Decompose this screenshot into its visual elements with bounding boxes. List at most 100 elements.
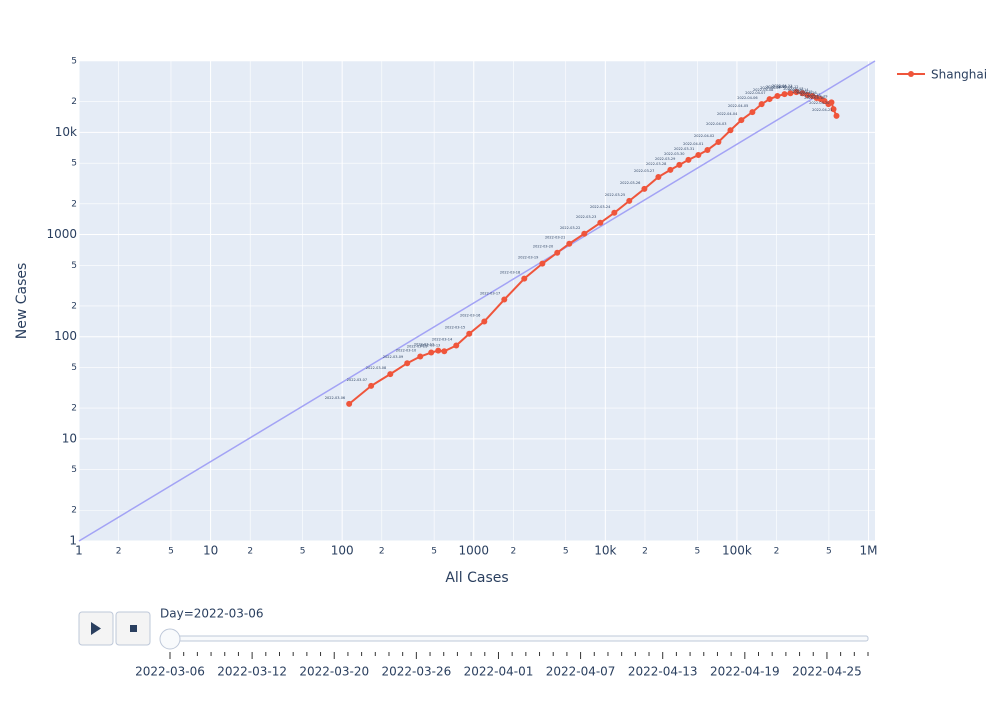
point-label: 2022-03-20 — [533, 245, 553, 249]
slider-ticks: 2022-03-06 2022-03-12 2022-03-20 2022-03-26… — [135, 652, 869, 679]
data-point — [453, 342, 460, 349]
x-tick-label: 5 — [694, 547, 700, 557]
data-point — [404, 360, 411, 367]
data-point — [655, 173, 662, 180]
y-tick-label: 100 — [54, 329, 77, 343]
y-tick-label: 5 — [71, 261, 77, 271]
x-tick-label: 5 — [300, 547, 306, 557]
point-label: 2022-04-10 — [766, 85, 786, 89]
data-point — [715, 138, 722, 145]
point-label: 2022-04-17 — [800, 93, 820, 97]
x-tick-label: 5 — [168, 547, 174, 557]
x-tick-label: 1M — [860, 544, 878, 558]
stop-icon — [130, 625, 137, 632]
x-tick-label: 2 — [642, 547, 648, 557]
data-point — [793, 89, 800, 96]
slider-tick-label: 2022-04-25 — [792, 665, 862, 679]
point-label: 2022-03-12 — [414, 343, 434, 347]
marks: 2022-03-06 2022-03-07 2022-03-08 2022-03-09… — [78, 60, 876, 542]
data-point — [641, 185, 648, 192]
point-label: 2022-03-29 — [655, 157, 675, 161]
point-label: 2022-04-13 — [783, 87, 803, 91]
slider-track[interactable] — [167, 635, 869, 642]
legend-marker — [908, 71, 914, 77]
point-label: 2022-03-21 — [545, 236, 565, 240]
point-label: 2022-03-26 — [620, 181, 640, 185]
point-label: 2022-04-07 — [745, 91, 765, 95]
y-tick-label: 2 — [71, 404, 77, 414]
legend-label[interactable]: Shanghai — [931, 68, 987, 82]
slider-handle[interactable] — [159, 628, 181, 650]
x-tick-label: 5 — [431, 547, 437, 557]
x-tick-label: 5 — [826, 547, 832, 557]
data-point — [667, 166, 674, 173]
point-label: 2022-03-15 — [445, 326, 465, 330]
x-tick-label: 1 — [75, 544, 83, 558]
point-label: 2022-03-27 — [634, 169, 654, 173]
slider-tick-label: 2022-04-13 — [628, 665, 698, 679]
data-point — [581, 230, 588, 237]
reference-line — [78, 60, 876, 542]
data-point — [466, 330, 473, 337]
slider-tick-label: 2022-04-07 — [546, 665, 616, 679]
y-tick-label: 1 — [69, 534, 77, 548]
slider-tick-label: 2022-03-06 — [135, 665, 205, 679]
data-point — [626, 197, 633, 204]
point-label: 2022-04-01 — [683, 142, 703, 146]
data-point — [346, 400, 353, 407]
point-label: 2022-03-10 — [396, 348, 416, 352]
slider-tick-label: 2022-04-01 — [464, 665, 534, 679]
x-tick-label: 2 — [511, 547, 517, 557]
data-point — [387, 371, 394, 378]
point-label: 2022-04-20 — [809, 101, 829, 105]
point-label: 2022-03-25 — [605, 193, 625, 197]
data-point — [521, 275, 528, 282]
point-label: 2022-04-02 — [694, 134, 714, 138]
x-tick-label: 100 — [331, 544, 354, 558]
data-point — [435, 347, 442, 354]
y-tick-label: 5 — [71, 57, 77, 67]
y-tick-label: 2 — [71, 301, 77, 311]
data-point — [539, 260, 546, 267]
point-label: 2022-03-07 — [347, 378, 367, 382]
point-label: 2022-04-21 — [812, 108, 832, 112]
x-tick-label: 2 — [379, 547, 385, 557]
y-tick-label: 2 — [71, 506, 77, 516]
point-label: 2022-03-23 — [576, 215, 596, 219]
data-point — [704, 146, 711, 153]
point-label: 2022-03-19 — [518, 256, 538, 260]
data-point — [781, 91, 788, 98]
data-point — [481, 318, 488, 325]
data-point — [501, 296, 508, 303]
y-axis-title: New Cases — [14, 263, 30, 340]
y-tick-label: 2 — [71, 97, 77, 107]
point-label: 2022-04-05 — [728, 104, 748, 108]
point-label: 2022-03-24 — [590, 205, 611, 209]
point-label: 2022-04-11 — [772, 84, 792, 88]
y-tick-label: 1000 — [46, 227, 77, 241]
y-tick-label: 10 — [62, 431, 77, 445]
point-label: 2022-03-18 — [500, 271, 520, 275]
point-label: 2022-03-31 — [674, 147, 694, 151]
point-label: 2022-04-16 — [796, 91, 816, 95]
stop-button[interactable] — [115, 611, 151, 646]
point-label: 2022-03-11 — [407, 345, 427, 349]
point-label: 2022-03-13 — [420, 343, 440, 347]
data-point — [676, 161, 683, 168]
x-axis-title: All Cases — [445, 570, 508, 586]
data-point — [554, 249, 561, 256]
point-label: 2022-03-14 — [432, 338, 453, 342]
y-tick-label: 10k — [55, 125, 77, 139]
data-point — [766, 96, 773, 103]
point-label: 2022-03-30 — [664, 152, 684, 156]
point-label: 2022-04-09 — [760, 86, 780, 90]
data-point — [833, 112, 840, 119]
point-label: 2022-04-15 — [792, 90, 812, 94]
data-point — [799, 90, 806, 97]
x-tick-label: 2 — [774, 547, 780, 557]
data-point — [828, 99, 835, 106]
legend[interactable]: Shanghai — [897, 68, 987, 82]
play-button[interactable] — [78, 611, 114, 646]
data-point — [597, 219, 604, 226]
data-point — [368, 382, 375, 389]
